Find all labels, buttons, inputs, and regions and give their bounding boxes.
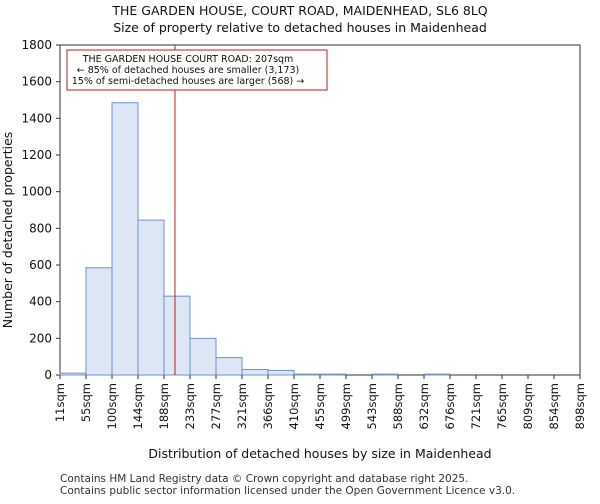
x-tick-label: 233sqm (183, 383, 197, 429)
x-tick-label: 632sqm (417, 383, 431, 429)
x-tick-label: 721sqm (469, 383, 483, 429)
y-axis-label: Number of detached properties (0, 132, 15, 329)
footer-line-2: Contains public sector information licen… (60, 485, 515, 497)
x-tick-label: 898sqm (573, 383, 587, 429)
plot-area: 0 200 400 600 800 1000 1200 1400 1600 1800 11sqm 55… (21, 38, 587, 429)
x-tick-label: 588sqm (391, 383, 405, 429)
y-tick-label: 400 (29, 295, 52, 309)
y-tick-label: 600 (29, 258, 52, 272)
x-tick-label: 809sqm (521, 383, 535, 429)
footer-line-1: Contains HM Land Registry data © Crown c… (60, 473, 468, 485)
x-tick-label: 366sqm (261, 383, 275, 429)
x-tick-label: 854sqm (547, 383, 561, 429)
x-tick-label: 144sqm (131, 383, 145, 429)
x-tick-label: 277sqm (209, 383, 223, 429)
x-tick-label: 765sqm (495, 383, 509, 429)
annotation-box (66, 49, 328, 91)
y-tick-label: 1000 (21, 185, 52, 199)
chart-subtitle: Size of property relative to detached ho… (113, 20, 487, 35)
y-tick-label: 800 (29, 221, 52, 235)
x-tick-label: 676sqm (443, 383, 457, 429)
x-tick-label: 321sqm (235, 383, 249, 429)
annotation-line-2: ← 85% of detached houses are smaller (3,… (77, 65, 300, 76)
histogram-bar (189, 337, 217, 376)
x-tick-label: 499sqm (339, 383, 353, 429)
x-axis-label: Distribution of detached houses by size … (148, 446, 491, 461)
histogram-bar (293, 373, 321, 376)
y-tick-label: 0 (44, 368, 52, 382)
y-tick-label: 1800 (21, 38, 52, 52)
annotation-line-3: 15% of semi-detached houses are larger (… (72, 76, 305, 87)
histogram-bar (371, 373, 399, 376)
x-tick-label: 55sqm (79, 383, 93, 422)
histogram-bar (241, 369, 269, 376)
x-tick-label: 410sqm (287, 383, 301, 429)
chart-title: THE GARDEN HOUSE, COURT ROAD, MAIDENHEAD… (111, 3, 487, 18)
histogram-bar (215, 357, 243, 376)
y-tick-label: 1600 (21, 75, 52, 89)
y-tick-label: 200 (29, 331, 52, 345)
histogram-bar (137, 219, 165, 376)
x-tick-label: 455sqm (313, 383, 327, 429)
x-tick-label: 11sqm (53, 383, 67, 422)
histogram-bar (59, 372, 87, 376)
y-tick-label: 1200 (21, 148, 52, 162)
histogram-bar (319, 373, 347, 376)
annotation-line-1: THE GARDEN HOUSE COURT ROAD: 207sqm (82, 54, 294, 65)
x-tick-label: 100sqm (105, 383, 119, 429)
histogram-bar (111, 102, 139, 376)
histogram-bar (85, 267, 113, 376)
histogram-bar (267, 369, 295, 376)
x-tick-label: 188sqm (157, 383, 171, 429)
histogram-bar (163, 295, 191, 376)
y-tick-label: 1400 (21, 111, 52, 125)
x-tick-label: 543sqm (365, 383, 379, 429)
histogram-bar (423, 373, 451, 376)
